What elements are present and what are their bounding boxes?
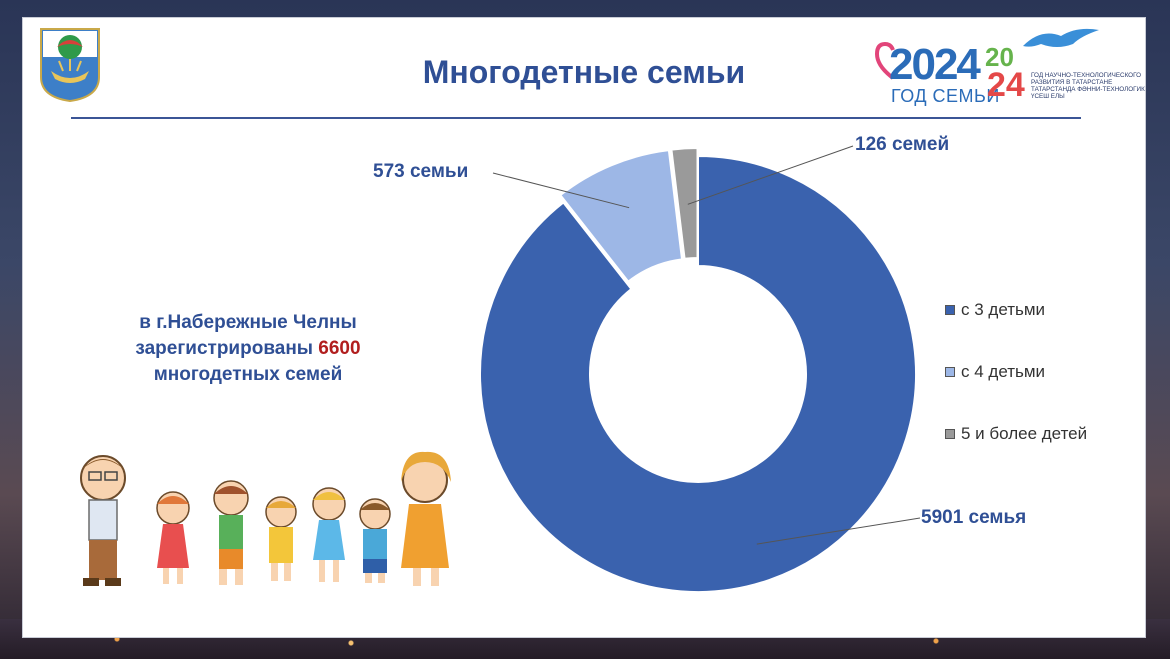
tech-line-4: ҮСЕШ ЕЛЫ xyxy=(1031,93,1065,100)
page-title: Многодетные семьи xyxy=(422,54,746,90)
child-5 xyxy=(359,498,391,583)
leader-line-slice-5-plus-children xyxy=(687,145,854,205)
slice-5-plus-children xyxy=(670,147,699,260)
caption-line-2: зарегистрированы 6600 xyxy=(83,336,413,362)
legend-item-3-children: с 3 детьми xyxy=(945,300,1087,320)
tech-line-3: ТАТАРСТАНДА ФӘННИ-ТЕХНОЛОГИК xyxy=(1031,86,1145,93)
bird-icon xyxy=(1023,28,1099,47)
child-1 xyxy=(156,491,190,584)
tech-year-top: 20 xyxy=(985,42,1014,72)
caption-line-2-prefix: зарегистрированы xyxy=(135,338,319,359)
data-label-3-children: 5901 семья xyxy=(921,507,1027,528)
summary-caption: в г.Набережные Челны зарегистрированы 66… xyxy=(83,310,413,388)
tech-line-2: РАЗВИТИЯ В ТАТАРСТАНЕ xyxy=(1031,79,1113,86)
city-crest-icon xyxy=(40,28,100,103)
tech-year-logo: 20 24 ГОД НАУЧНО-ТЕХНОЛОГИЧЕСКОГО РАЗВИТ… xyxy=(985,24,1145,110)
legend-item-5-plus-children: 5 и более детей xyxy=(945,424,1087,444)
data-label-4-children: 573 семьи xyxy=(373,161,469,182)
slice-4-children xyxy=(558,149,684,284)
legend-item-4-children: с 4 детьми xyxy=(945,362,1087,382)
mother-figure xyxy=(401,451,451,586)
legend-swatch xyxy=(945,367,955,377)
child-3 xyxy=(265,496,297,581)
leader-line-slice-3-children xyxy=(756,517,921,545)
year-subtitle: ГОД СЕМЬИ xyxy=(891,86,1000,106)
legend-swatch xyxy=(945,305,955,315)
child-4 xyxy=(312,487,346,582)
tech-year-bottom: 24 xyxy=(987,66,1025,104)
legend-label: с 3 детьми xyxy=(961,300,1046,319)
caption-total: 6600 xyxy=(318,338,361,359)
donut-chart xyxy=(479,145,921,593)
heart-icon xyxy=(875,42,895,80)
title-divider xyxy=(71,117,1081,119)
caption-line-3: многодетных семей xyxy=(153,364,343,385)
chart-legend: с 3 детьми с 4 детьми 5 и более детей xyxy=(945,300,1087,486)
slide: Многодетные семьи 2024 ГОД СЕМЬИ 20 24 Г… xyxy=(22,17,1146,638)
family-illustration xyxy=(80,451,451,586)
leader-line-slice-4-children xyxy=(492,172,630,209)
child-2 xyxy=(213,480,249,585)
legend-label: с 4 детьми xyxy=(961,362,1046,381)
slice-3-children xyxy=(479,154,917,593)
legend-label: 5 и более детей xyxy=(961,424,1088,443)
data-label-5-plus-children: 126 семей xyxy=(855,134,950,155)
year-of-family-logo: 2024 ГОД СЕМЬИ 20 24 ГОД НАУЧНО-ТЕХНОЛОГ… xyxy=(875,24,1145,110)
tech-line-1: ГОД НАУЧНО-ТЕХНОЛОГИЧЕСКОГО xyxy=(1031,72,1142,79)
legend-swatch xyxy=(945,429,955,439)
caption-line-1: в г.Набережные Челны xyxy=(139,312,357,333)
year-number: 2024 xyxy=(889,40,981,89)
father-figure xyxy=(80,455,126,586)
